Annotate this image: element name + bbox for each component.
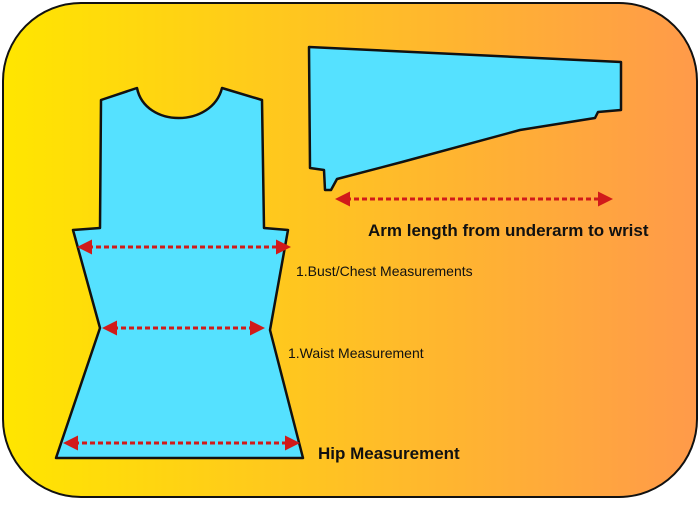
arm-length-label: Arm length from underarm to wrist <box>368 221 649 240</box>
bodice-pattern-piece <box>54 86 305 460</box>
bust-label: 1.Bust/Chest Measurements <box>296 263 473 279</box>
waist-label: 1.Waist Measurement <box>288 345 424 361</box>
hip-label: Hip Measurement <box>318 444 460 463</box>
sleeve-pattern-piece <box>307 45 623 192</box>
